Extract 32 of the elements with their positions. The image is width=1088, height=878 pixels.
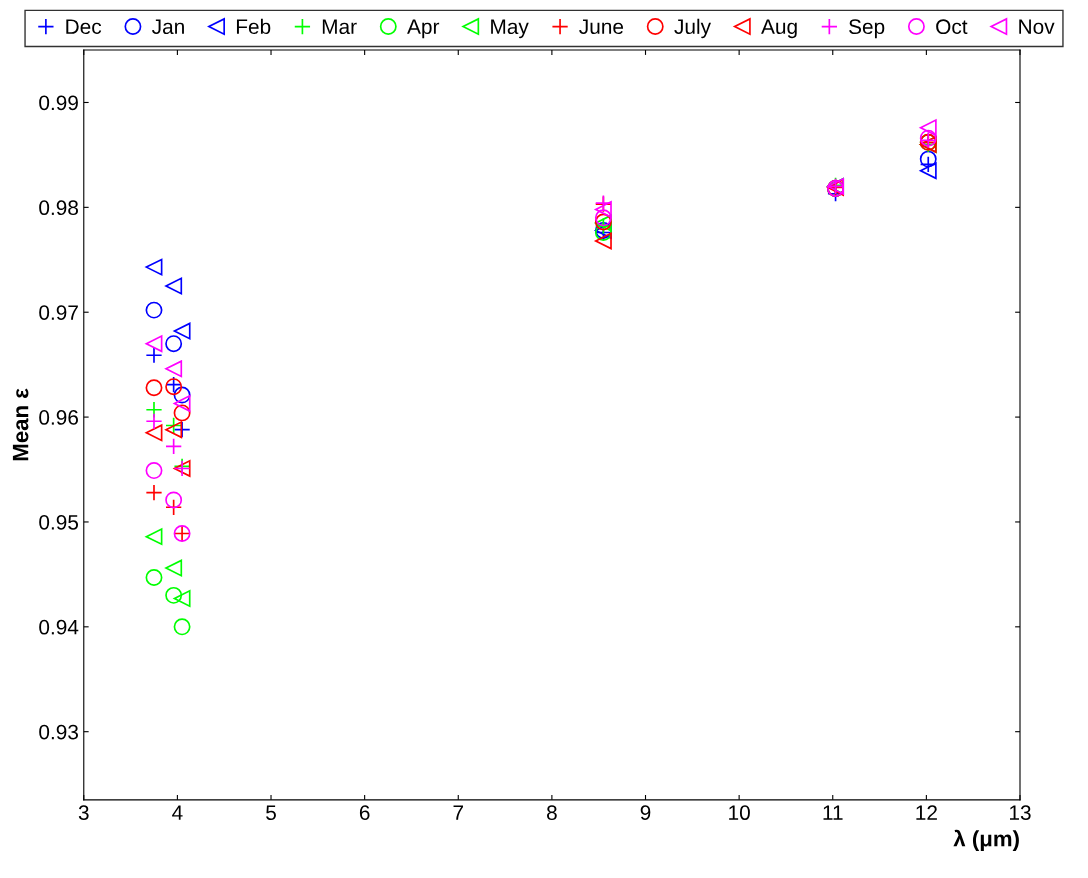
x-tick-label: 5 <box>266 805 276 821</box>
y-tick-label: 0.96 <box>39 410 78 425</box>
y-tick-label: 0.95 <box>39 514 79 530</box>
legend-label: Oct <box>936 19 968 35</box>
legend-label: Feb <box>236 18 271 35</box>
y-tick-label: 0.94 <box>39 619 79 635</box>
legend-label: Dec <box>66 19 102 35</box>
x-tick-label: 10 <box>729 805 750 821</box>
x-axis-title: λ (μm) <box>953 829 1019 851</box>
legend-label: Mar <box>322 19 357 35</box>
x-tick-label: 4 <box>172 805 183 820</box>
legend-label: June <box>579 19 624 35</box>
x-tick-label: 12 <box>916 805 937 820</box>
legend-label: Jan <box>152 19 184 35</box>
legend-label: Apr <box>407 19 440 39</box>
legend-label: Nov <box>1019 19 1055 35</box>
legend-label: July <box>674 18 711 39</box>
legend-label: Aug <box>761 19 797 39</box>
legend-label: May <box>491 19 529 39</box>
x-tick-label: 8 <box>547 805 557 821</box>
y-tick-label: 0.99 <box>39 95 78 111</box>
x-tick-label: 13 <box>1010 805 1031 821</box>
x-tick-label: 11 <box>823 805 843 820</box>
y-tick-label: 0.98 <box>39 200 79 216</box>
x-tick-label: 3 <box>78 805 89 821</box>
y-tick-label: 0.93 <box>39 724 78 740</box>
y-axis-title: Mean ε <box>12 388 29 461</box>
x-tick-label: 9 <box>640 805 651 821</box>
x-tick-label: 7 <box>453 805 464 820</box>
legend-label: Sep <box>849 19 885 39</box>
y-tick-label: 0.97 <box>39 305 78 320</box>
x-tick-label: 6 <box>359 805 370 821</box>
